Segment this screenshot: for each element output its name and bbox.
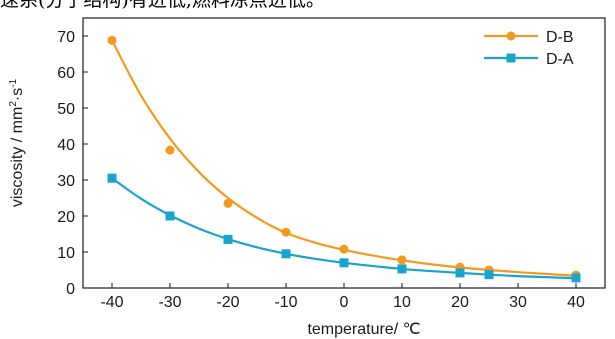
x-tick-label: -30 (158, 294, 181, 311)
y-axis-label-sup1: 2 (8, 101, 19, 107)
x-axis: -40 -30 -20 -10 0 10 20 30 40 (100, 283, 585, 311)
legend-marker-d-a (506, 53, 516, 63)
data-point-d-b (397, 255, 407, 265)
data-point-d-a (455, 268, 465, 278)
x-tick-label: -10 (274, 294, 297, 311)
y-tick-label: 30 (57, 173, 75, 190)
x-tick-label: 30 (509, 294, 527, 311)
x-axis-label: temperature/ ℃ (307, 321, 420, 338)
legend-label-d-b: D-B (546, 29, 574, 46)
data-point-d-b (107, 35, 117, 45)
legend-label-d-a: D-A (546, 51, 574, 68)
data-point-d-b (339, 244, 349, 254)
y-tick-label: 50 (57, 101, 75, 118)
x-tick-label: -40 (100, 294, 123, 311)
header-text: 速系(分子结构)有进低,燃料凉点进低。 (0, 0, 615, 10)
series-line-d-b (111, 39, 577, 277)
x-tick-label: 40 (567, 294, 585, 311)
series-layer (107, 35, 581, 283)
y-tick-label: 10 (57, 245, 75, 262)
y-axis: 0 10 20 30 40 50 60 70 (57, 29, 88, 298)
legend-marker-d-b (506, 31, 516, 41)
y-tick-label: 20 (57, 209, 75, 226)
data-point-d-a (165, 211, 175, 221)
data-point-d-a (484, 270, 494, 280)
y-tick-label: 60 (57, 65, 75, 82)
y-axis-label-mid: ·s (9, 88, 26, 101)
y-axis-label-sup2: -1 (8, 78, 19, 87)
y-tick-label: 40 (57, 137, 75, 154)
legend: D-B D-A (484, 29, 574, 68)
data-point-d-a (397, 264, 407, 274)
data-point-d-a (281, 249, 291, 259)
x-tick-label: 10 (393, 294, 411, 311)
y-tick-label: 0 (66, 281, 75, 298)
x-tick-label: 20 (451, 294, 469, 311)
data-point-d-b (165, 145, 175, 155)
y-tick-label: 70 (57, 29, 75, 46)
data-point-d-a (339, 258, 349, 268)
x-tick-label: 0 (340, 294, 349, 311)
data-point-d-a (107, 173, 117, 183)
y-axis-label: viscosity / mm2·s-1 (8, 78, 26, 207)
data-point-d-b (223, 198, 233, 208)
data-point-d-a (223, 234, 233, 244)
x-tick-label: -20 (216, 294, 239, 311)
data-point-d-b (281, 227, 291, 237)
y-axis-label-main: viscosity / mm (9, 107, 26, 207)
data-point-d-a (571, 273, 581, 283)
